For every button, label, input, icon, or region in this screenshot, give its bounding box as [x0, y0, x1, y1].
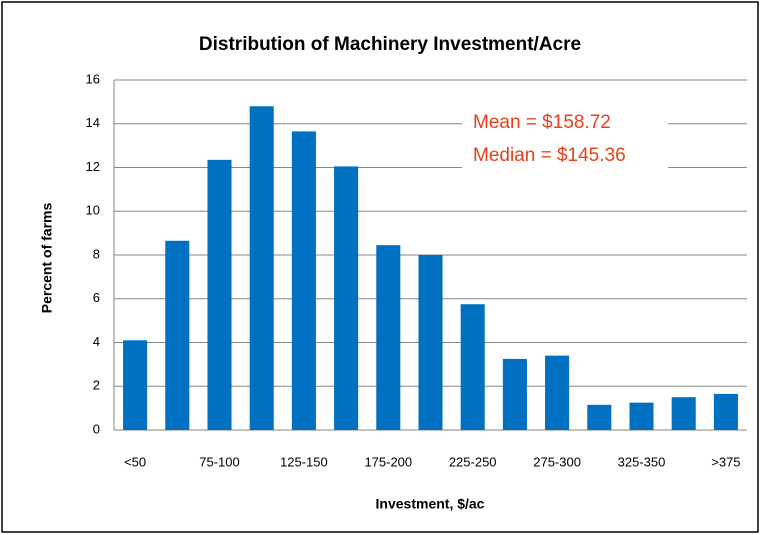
annotation: Mean = $158.72 [473, 112, 611, 133]
y-tick-label: 8 [93, 246, 100, 261]
annotation: Median = $145.36 [473, 145, 626, 166]
bar [671, 397, 696, 430]
bar [376, 245, 401, 430]
y-tick-label: 4 [93, 334, 100, 349]
bar [165, 240, 190, 430]
x-tick-label: >375 [711, 454, 740, 469]
bar [249, 106, 274, 430]
y-tick-label: 16 [86, 71, 100, 86]
bar [334, 166, 359, 430]
bar [291, 131, 316, 430]
y-tick-label: 14 [86, 115, 100, 130]
y-tick-label: 12 [86, 159, 100, 174]
x-tick-label: 225-250 [449, 454, 497, 469]
y-tick-label: 10 [86, 203, 100, 218]
bar [713, 393, 738, 430]
chart-title: Distribution of Machinery Investment/Acr… [199, 34, 581, 55]
x-tick-label: 125-150 [280, 454, 328, 469]
x-tick-label: 325-350 [618, 454, 666, 469]
x-tick-label: 75-100 [199, 454, 239, 469]
y-axis-label: Percent of farms [39, 203, 55, 314]
bar [123, 340, 148, 430]
y-tick-label: 6 [93, 290, 100, 305]
bar [460, 304, 485, 430]
annotation-box [462, 108, 668, 174]
bar [545, 355, 570, 430]
x-tick-label: <50 [124, 454, 146, 469]
bar [629, 402, 654, 430]
x-axis-label: Investment, $/ac [376, 496, 485, 512]
bar [587, 404, 612, 430]
bar [502, 358, 527, 430]
y-tick-label: 2 [93, 378, 100, 393]
x-tick-label: 275-300 [533, 454, 581, 469]
bar [207, 159, 232, 430]
y-tick-label: 0 [93, 421, 100, 436]
x-tick-label: 175-200 [364, 454, 412, 469]
bar [418, 255, 443, 430]
